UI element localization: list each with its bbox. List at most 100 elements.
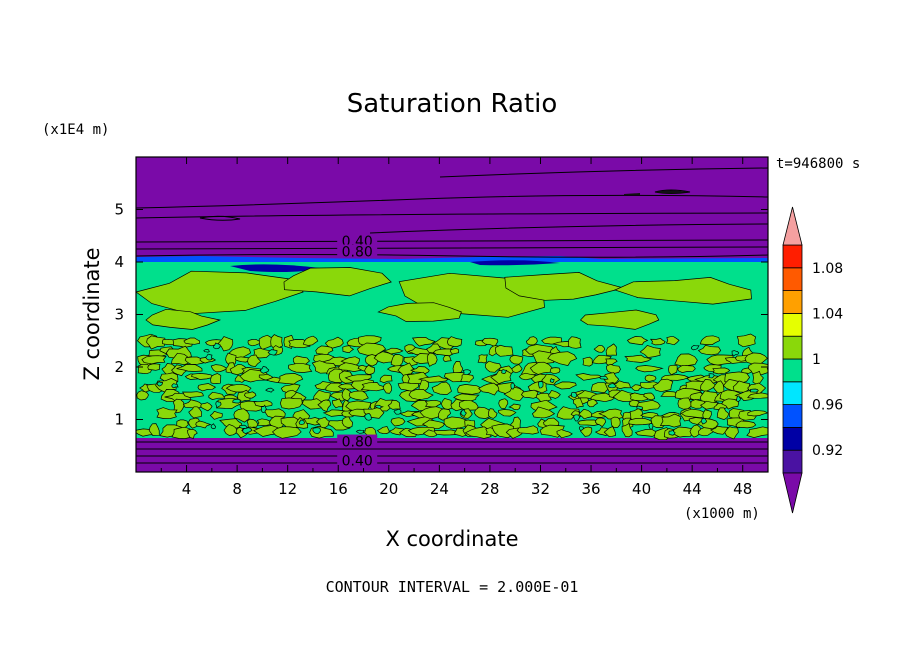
saturation-patch xyxy=(460,372,474,383)
saturation-patch xyxy=(744,352,768,365)
saturation-patch xyxy=(260,404,267,413)
contour-line xyxy=(136,246,768,250)
saturation-patch xyxy=(504,272,625,301)
saturation-patch xyxy=(626,336,649,346)
saturation-patch xyxy=(322,409,346,417)
saturation-patch xyxy=(498,409,517,417)
x-unit-label: (x1000 m) xyxy=(684,506,760,522)
saturation-patch xyxy=(549,378,555,384)
saturation-patch xyxy=(209,410,223,420)
x-tick-label: 24 xyxy=(430,480,449,498)
upper-blue-strip xyxy=(136,256,768,262)
saturation-patch xyxy=(652,378,674,393)
contour-value-labels: 0.400.800.800.40 xyxy=(337,234,378,469)
saturation-patch xyxy=(379,374,393,384)
saturation-patch xyxy=(188,406,203,419)
saturation-patch xyxy=(136,390,149,401)
saturation-patch xyxy=(171,383,179,389)
saturation-patch xyxy=(630,384,643,391)
saturation-patch xyxy=(516,425,539,435)
saturation-patch xyxy=(643,392,656,401)
saturation-patch xyxy=(258,334,274,350)
saturation-patch xyxy=(747,392,768,399)
y-tick-label: 4 xyxy=(114,253,124,271)
saturation-patch xyxy=(145,308,221,330)
saturation-patch xyxy=(442,355,452,362)
saturation-patch xyxy=(691,345,700,351)
x-tick-label: 40 xyxy=(632,480,651,498)
saturation-patch xyxy=(324,336,344,349)
saturation-patch xyxy=(661,374,690,381)
saturation-patch xyxy=(364,364,376,375)
saturation-patch xyxy=(509,354,524,365)
contour-interval-footer: CONTOUR INTERVAL = 2.000E-01 xyxy=(326,578,579,596)
saturation-patch xyxy=(267,349,278,356)
saturation-patch xyxy=(243,391,257,399)
saturation-patch xyxy=(573,397,584,409)
y-axis: 1 2 3 4 5 xyxy=(114,201,768,429)
saturation-patch xyxy=(699,400,719,410)
colorbar-tick-label: 0.96 xyxy=(812,398,843,414)
saturation-patch xyxy=(700,418,708,425)
saturation-patch xyxy=(422,429,438,438)
saturation-patch xyxy=(464,426,492,439)
saturation-patch xyxy=(579,309,660,330)
saturation-patch xyxy=(634,428,661,437)
saturation-patch xyxy=(187,428,198,439)
saturation-patch xyxy=(170,352,192,366)
saturation-patch xyxy=(232,398,242,404)
colorbar-tick-label: 1.04 xyxy=(812,306,843,322)
saturation-patch xyxy=(410,366,430,374)
colorbar-tick-label: 1 xyxy=(812,352,821,368)
saturation-patch xyxy=(556,429,573,439)
saturation-patch xyxy=(462,369,471,376)
saturation-patch xyxy=(332,398,343,409)
saturation-patch xyxy=(208,391,227,400)
saturation-patch xyxy=(271,426,302,439)
saturation-patch xyxy=(283,267,392,297)
saturation-patch xyxy=(473,406,491,419)
saturation-patch xyxy=(699,335,720,345)
saturation-patch xyxy=(360,382,386,392)
saturation-patch xyxy=(731,350,740,357)
saturation-patch xyxy=(393,408,402,415)
saturation-patch xyxy=(303,417,322,426)
saturation-patch xyxy=(535,392,552,402)
saturation-patch xyxy=(317,399,332,413)
saturation-patch xyxy=(312,427,321,435)
saturation-patch xyxy=(191,373,214,380)
saturation-patch xyxy=(325,382,345,392)
saturation-patch xyxy=(495,344,514,357)
saturation-patch xyxy=(610,416,621,429)
contour-line xyxy=(199,215,241,221)
saturation-patch xyxy=(735,420,757,429)
saturation-patch xyxy=(498,398,509,409)
saturation-patch xyxy=(355,429,365,434)
saturation-patch xyxy=(387,399,401,410)
saturation-patch xyxy=(426,352,438,367)
x-tick-label: 28 xyxy=(480,480,499,498)
saturation-patch xyxy=(668,364,678,376)
dark-blob xyxy=(655,190,688,194)
saturation-patch xyxy=(567,336,582,349)
saturation-patch xyxy=(210,423,216,430)
saturation-patch xyxy=(342,345,355,354)
saturation-patch xyxy=(148,423,160,436)
x-tick-label: 8 xyxy=(232,480,242,498)
saturation-patch xyxy=(736,333,757,348)
saturation-patch xyxy=(649,338,666,346)
saturation-patch xyxy=(488,408,498,419)
saturation-patch xyxy=(376,426,390,434)
contour-line xyxy=(369,223,768,234)
dark-blob-2 xyxy=(624,193,640,195)
saturation-patch xyxy=(605,358,618,366)
saturation-patch xyxy=(708,373,715,379)
saturation-patch xyxy=(575,373,604,381)
upper-dark-patch-2 xyxy=(470,260,560,266)
saturation-patch xyxy=(603,426,616,437)
saturation-patch xyxy=(171,364,189,377)
saturation-patch xyxy=(511,364,523,374)
saturation-patch xyxy=(636,405,644,410)
saturation-patch xyxy=(553,381,577,390)
contour-label-bg xyxy=(337,434,378,448)
